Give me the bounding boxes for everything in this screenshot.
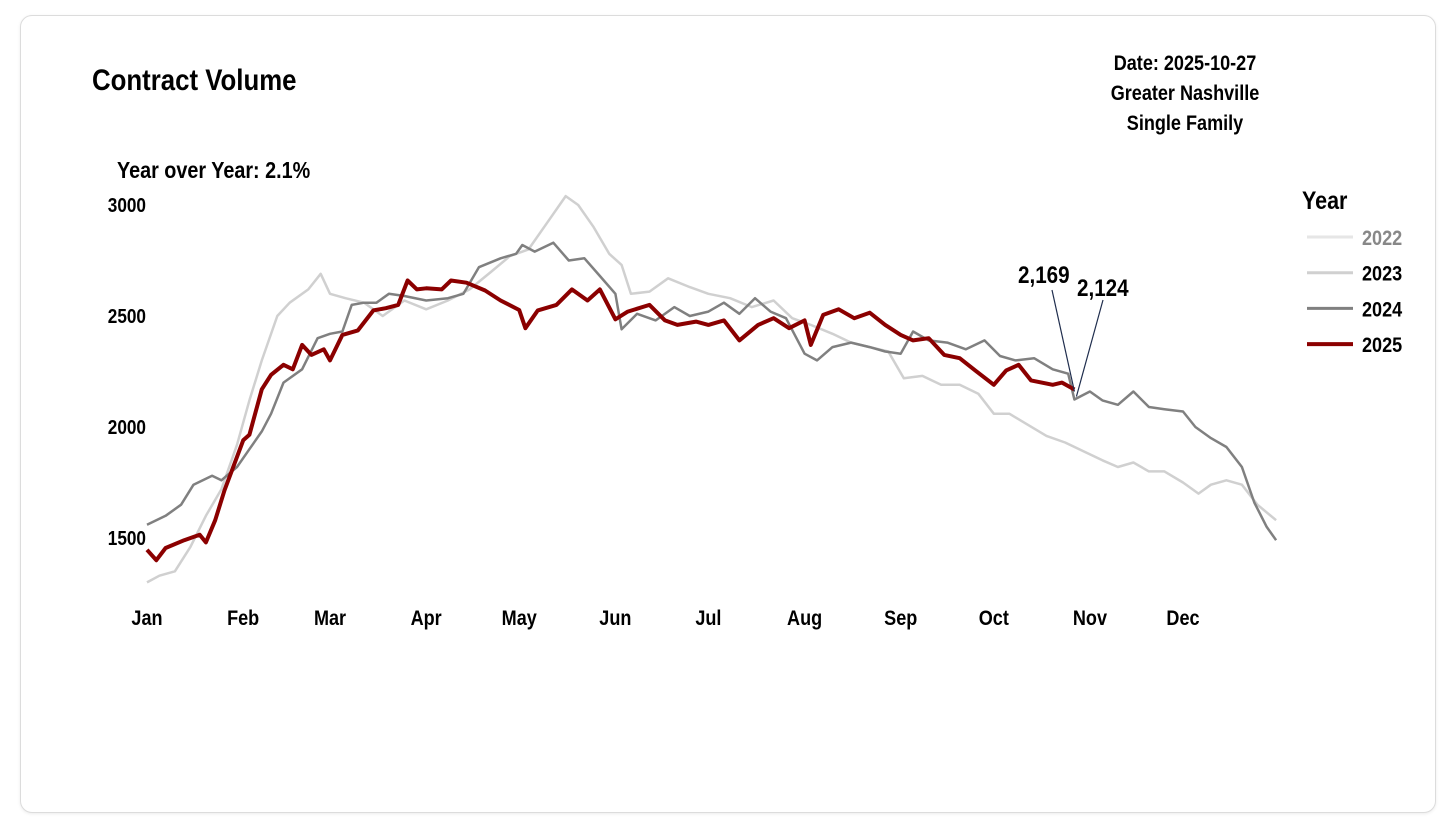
x-tick-label-aug: Aug [787, 607, 822, 631]
legend-label-2022: 2022 [1362, 227, 1402, 251]
annotation-leader-line [1075, 299, 1104, 397]
x-tick-label-feb: Feb [227, 607, 259, 631]
series-line-2024 [146, 241, 1278, 541]
chart-title: Contract Volume [92, 64, 297, 97]
x-tick-label-apr: Apr [411, 607, 442, 631]
x-tick-label-jul: Jul [695, 607, 721, 631]
y-tick-label: 2500 [108, 305, 146, 328]
region-label: Greater Nashville [1110, 82, 1260, 105]
y-tick-label: 3000 [108, 194, 146, 217]
x-tick-label-may: May [502, 607, 537, 631]
property-type-label: Single Family [1126, 112, 1244, 135]
yoy-label: Year over Year: 2.1% [117, 157, 311, 183]
y-tick-label: 1500 [108, 527, 146, 550]
annotation-leader-line [1051, 289, 1076, 392]
date-label: Date: 2025-10-27 [1113, 52, 1257, 75]
y-tick-label: 2000 [108, 416, 146, 439]
legend-label-2023: 2023 [1362, 262, 1402, 286]
annotation-label-2024: 2,124 [1077, 275, 1129, 302]
series-line-2025 [145, 278, 1076, 563]
legend-label-2025: 2025 [1362, 334, 1402, 358]
legend-label-2024: 2024 [1362, 298, 1402, 322]
x-tick-label-jan: Jan [131, 607, 162, 631]
x-tick-label-nov: Nov [1073, 607, 1107, 631]
x-tick-label-sep: Sep [884, 607, 917, 631]
x-tick-label-dec: Dec [1166, 607, 1199, 631]
x-tick-label-oct: Oct [979, 607, 1010, 631]
legend-title: Year [1302, 186, 1347, 214]
series-line-2023 [146, 194, 1277, 584]
x-tick-label-mar: Mar [314, 607, 346, 631]
annotation-label-2025: 2,169 [1018, 262, 1070, 289]
x-tick-label-jun: Jun [599, 607, 631, 631]
